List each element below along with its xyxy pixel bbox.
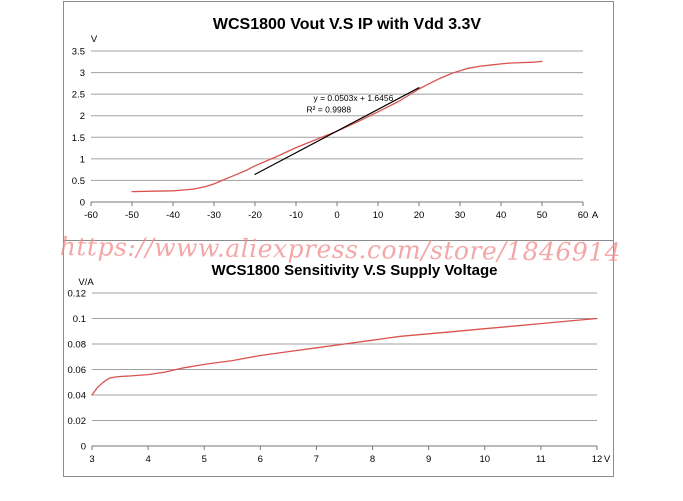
y-tick-label: 2.5	[72, 90, 85, 101]
vout-chart: WCS1800 Vout V.S IP with Vdd 3.3V 0 0.5 1 1.…	[72, 16, 599, 221]
x-tick-label: 11	[536, 454, 546, 465]
x-tick-label: 60	[578, 210, 589, 221]
x-tick-label: 0	[334, 210, 339, 221]
y-tick-label: 0.1	[73, 314, 86, 325]
y-tick-label: 0.08	[68, 340, 87, 351]
x-tick-label: -30	[207, 210, 221, 221]
x-tick-label: 8	[370, 454, 375, 465]
watermark: https://www.aliexpress.com/store/1846914	[59, 232, 622, 267]
x-tick-label: 3	[89, 454, 94, 465]
series-line	[91, 317, 598, 396]
trendline	[254, 87, 420, 175]
x-tick-label: -20	[248, 210, 262, 221]
y-tick-label: 0	[81, 442, 86, 453]
y-tick-label: 3.5	[72, 47, 85, 58]
x-tick-label: 10	[479, 454, 490, 465]
x-tick-label: 20	[414, 210, 425, 221]
sensitivity-chart-panel: WCS1800 Sensitivity V.S Supply Voltage 0 0…	[63, 240, 614, 477]
y-axis-label: V/A	[78, 277, 94, 288]
x-tick-label: 5	[202, 454, 207, 465]
x-tick-label: 9	[426, 454, 431, 465]
chart-title: WCS1800 Sensitivity V.S Supply Voltage	[212, 262, 498, 279]
y-tick-label: 0.02	[68, 416, 87, 427]
y-tick-label: 1	[80, 154, 85, 165]
x-axis-label: V	[604, 454, 611, 465]
x-axis-label: A	[592, 210, 599, 221]
y-axis-label: V	[91, 34, 98, 45]
x-tick-label: 40	[496, 210, 507, 221]
x-tick-label: 50	[537, 210, 548, 221]
y-tick-label: 0.12	[68, 289, 87, 300]
trendline-equation: y = 0.0503x + 1.6456	[313, 93, 393, 103]
y-tick-label: 0	[80, 198, 85, 209]
x-tick-label: 30	[455, 210, 466, 221]
y-tick-label: 1.5	[72, 133, 85, 144]
chart-title: WCS1800 Vout V.S IP with Vdd 3.3V	[213, 16, 482, 33]
x-tick-label: 7	[314, 454, 319, 465]
y-tick-label: 3	[80, 68, 85, 79]
y-tick-label: 0.5	[72, 176, 85, 187]
x-tick-label: 6	[258, 454, 263, 465]
vout-chart-panel: WCS1800 Vout V.S IP with Vdd 3.3V 0 0.5 1 1.…	[63, 1, 614, 241]
x-tick-label: -60	[84, 210, 98, 221]
x-tick-label: 4	[145, 454, 150, 465]
x-tick-label: 12	[592, 454, 603, 465]
x-tick-label: 10	[373, 210, 384, 221]
series-line	[131, 60, 543, 193]
y-tick-label: 2	[80, 111, 85, 122]
y-tick-label: 0.04	[68, 391, 87, 402]
trendline-r-squared: R² = 0.9988	[306, 104, 351, 114]
y-tick-label: 0.06	[68, 365, 87, 376]
x-tick-label: -50	[125, 210, 139, 221]
sensitivity-chart: WCS1800 Sensitivity V.S Supply Voltage 0 0…	[68, 262, 611, 465]
x-tick-label: -40	[166, 210, 180, 221]
x-tick-label: -10	[289, 210, 303, 221]
